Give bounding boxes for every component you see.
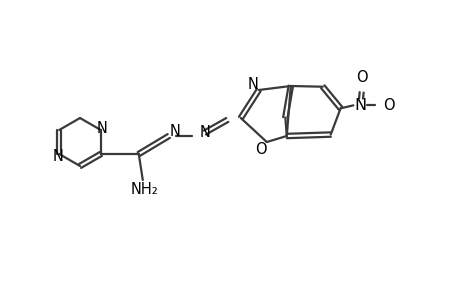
- Text: O: O: [254, 142, 266, 157]
- Text: N: N: [353, 98, 366, 113]
- Text: N: N: [247, 76, 257, 92]
- Text: N: N: [199, 124, 210, 140]
- Text: N: N: [96, 121, 107, 136]
- Text: O: O: [356, 70, 367, 85]
- Text: N: N: [169, 124, 180, 139]
- Text: N: N: [53, 148, 63, 164]
- Text: NH₂: NH₂: [131, 182, 158, 196]
- Text: O: O: [383, 98, 394, 113]
